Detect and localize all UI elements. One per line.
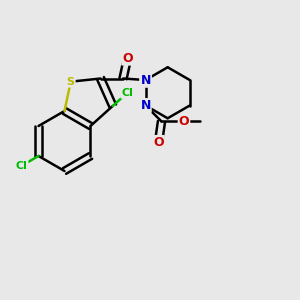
Text: N: N — [140, 74, 151, 86]
Text: N: N — [140, 74, 151, 86]
Text: Cl: Cl — [121, 88, 133, 98]
Text: N: N — [140, 99, 151, 112]
Text: O: O — [153, 136, 164, 149]
Text: O: O — [122, 52, 133, 64]
Text: Cl: Cl — [16, 161, 28, 171]
Text: O: O — [179, 115, 189, 128]
Text: S: S — [67, 77, 75, 87]
